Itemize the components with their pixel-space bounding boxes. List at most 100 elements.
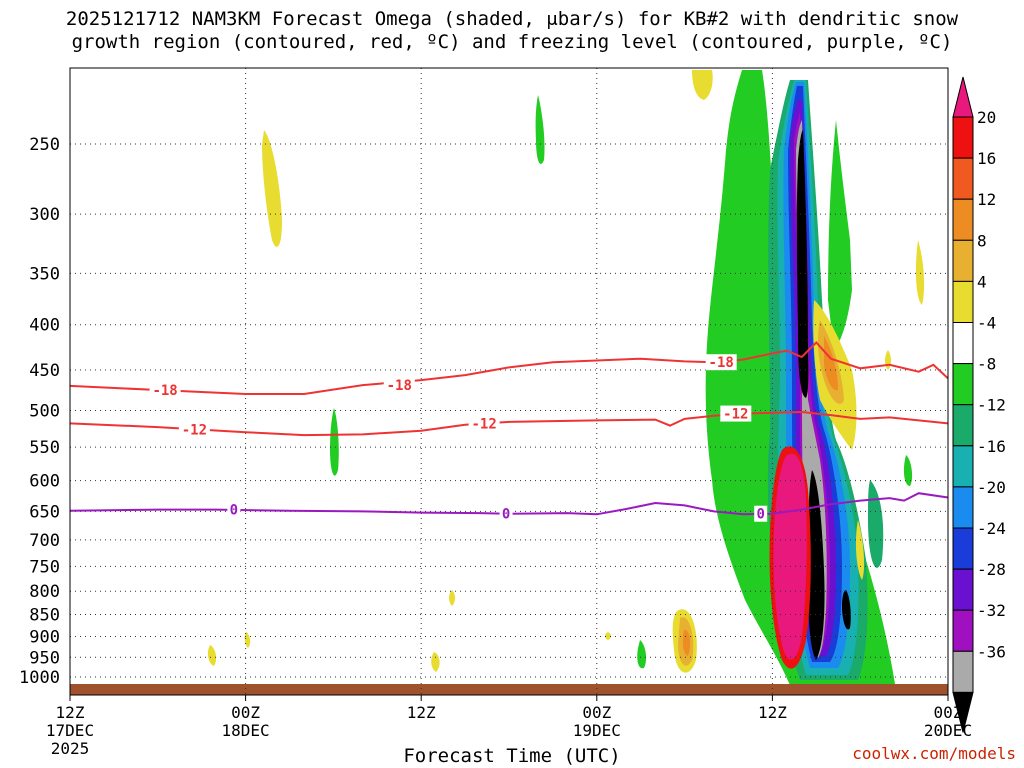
colorbar-label: -4 — [977, 314, 996, 333]
x-tick-date: 20DEC — [924, 721, 972, 740]
colorbar-label: -16 — [977, 437, 1006, 456]
contour-label: -18 — [152, 383, 177, 399]
x-tick-label: 12Z — [758, 703, 787, 722]
contour-label: -12 — [723, 407, 748, 423]
contour-label: -18 — [709, 355, 734, 371]
omega-band-minus8 — [868, 480, 884, 568]
colorbar-label: -28 — [977, 560, 1006, 579]
contour-label-bg — [499, 505, 513, 522]
colorbar-bin — [952, 650, 974, 693]
omega-band-plus4 — [244, 632, 251, 648]
omega-band-plus4 — [207, 645, 217, 666]
omega-band-plus4 — [605, 632, 611, 640]
omega-core-below-minus36 — [842, 590, 851, 630]
colorbar-label: 20 — [977, 108, 996, 127]
contour-label: 0 — [756, 507, 764, 523]
colorbar-label: 4 — [977, 272, 987, 291]
contour-label-bg — [705, 354, 737, 371]
contour-label-bg — [227, 501, 241, 518]
omega-band-plus4 — [915, 240, 925, 305]
contour-label: 0 — [502, 507, 510, 523]
colorbar: 20 16 12 8 4 -4 -8 -12 -16 -20 -24 -28 -32 -36 — [952, 76, 1006, 733]
colorbar-label: -24 — [977, 519, 1006, 538]
y-tick-label: 650 — [29, 502, 60, 522]
y-tick-label: 250 — [29, 135, 60, 155]
y-tick-label: 450 — [29, 361, 60, 381]
plot-frame — [69, 67, 949, 696]
colorbar-bottom-triangle — [952, 691, 974, 733]
colorbar-label: -12 — [977, 396, 1006, 415]
omega-band-minus4 — [903, 455, 913, 486]
y-tick-label: 700 — [29, 531, 60, 551]
credit-text: coolwx.com/models — [852, 744, 1016, 763]
x-tick-label: 00Z — [231, 703, 260, 722]
x-tick-year: 2025 — [51, 739, 90, 758]
x-tick-label: 00Z — [582, 703, 611, 722]
omega-band-minus4 — [637, 640, 647, 669]
y-tick-label: 950 — [29, 648, 60, 668]
colorbar-bin — [952, 609, 974, 652]
contour-label: -12 — [182, 422, 207, 438]
omega-core-below-minus36 — [796, 130, 809, 398]
y-tick-label: 550 — [29, 438, 60, 458]
chart-title-line1: 2025121712 NAM3KM Forecast Omega (shaded… — [65, 8, 959, 30]
x-tick-date: 17DEC — [46, 721, 94, 740]
y-tick-label: 500 — [29, 402, 60, 422]
omega-band-plus4 — [449, 590, 455, 606]
x-tick-label: 12Z — [56, 703, 85, 722]
colorbar-label: -8 — [977, 355, 996, 374]
colorbar-label: -36 — [977, 642, 1006, 661]
colorbar-bin — [952, 322, 974, 365]
terrain-surface — [70, 684, 948, 695]
contour-label: -18 — [387, 378, 412, 394]
colorbar-bin — [952, 280, 974, 323]
y-axis-labels: 2503003504004505005506006507007508008509… — [19, 135, 60, 688]
y-tick-label: 400 — [29, 316, 60, 336]
contour-label-bg — [383, 377, 415, 394]
contour-line-minus18 — [69, 341, 949, 395]
contour-label-bg — [149, 381, 181, 398]
colorbar-bin — [952, 445, 974, 488]
colorbar-bin — [952, 198, 974, 241]
y-tick-label: 750 — [29, 557, 60, 577]
omega-band-plus4 — [262, 130, 282, 247]
temperature-contours: -18 -18 -18 -12 -12 -12 0 0 0 — [69, 341, 949, 523]
contour-line-minus12 — [69, 410, 949, 437]
y-tick-label: 800 — [29, 582, 60, 602]
y-tick-label: 900 — [29, 627, 60, 647]
omega-band-plus4 — [692, 70, 713, 100]
omega-band-minus4 — [535, 95, 545, 164]
x-tick-label: 12Z — [407, 703, 436, 722]
colorbar-label: -32 — [977, 601, 1006, 620]
contour-line-0 — [69, 492, 949, 516]
omega-band-plus4 — [855, 520, 865, 580]
y-tick-label: 850 — [29, 606, 60, 626]
colorbar-bin — [952, 363, 974, 406]
colorbar-bin — [952, 404, 974, 447]
colorbar-bin — [952, 568, 974, 611]
omega-band-plus12 — [824, 336, 838, 391]
y-tick-label: 350 — [29, 264, 60, 284]
omega-band-minus4 — [330, 408, 339, 476]
colorbar-bin — [952, 486, 974, 529]
omega-band-plus4 — [885, 350, 891, 370]
colorbar-bin — [952, 157, 974, 200]
omega-core-below-minus36 — [808, 470, 825, 660]
colorbar-bin — [952, 239, 974, 282]
omega-band-minus4 — [828, 120, 852, 350]
y-tick-label: 300 — [29, 205, 60, 225]
y-tick-label: 600 — [29, 472, 60, 492]
contour-label-bg — [178, 421, 210, 438]
colorbar-label: 16 — [977, 149, 996, 168]
contour-label: -12 — [471, 416, 496, 432]
y-tick-label: 1000 — [19, 668, 60, 688]
omega-band-plus4 — [431, 652, 440, 672]
colorbar-bin — [952, 527, 974, 570]
omega-shading — [70, 70, 948, 695]
x-tick-date: 18DEC — [222, 721, 270, 740]
contour-label: 0 — [230, 503, 238, 519]
colorbar-top-triangle — [952, 76, 974, 118]
x-tick-date: 19DEC — [573, 721, 621, 740]
